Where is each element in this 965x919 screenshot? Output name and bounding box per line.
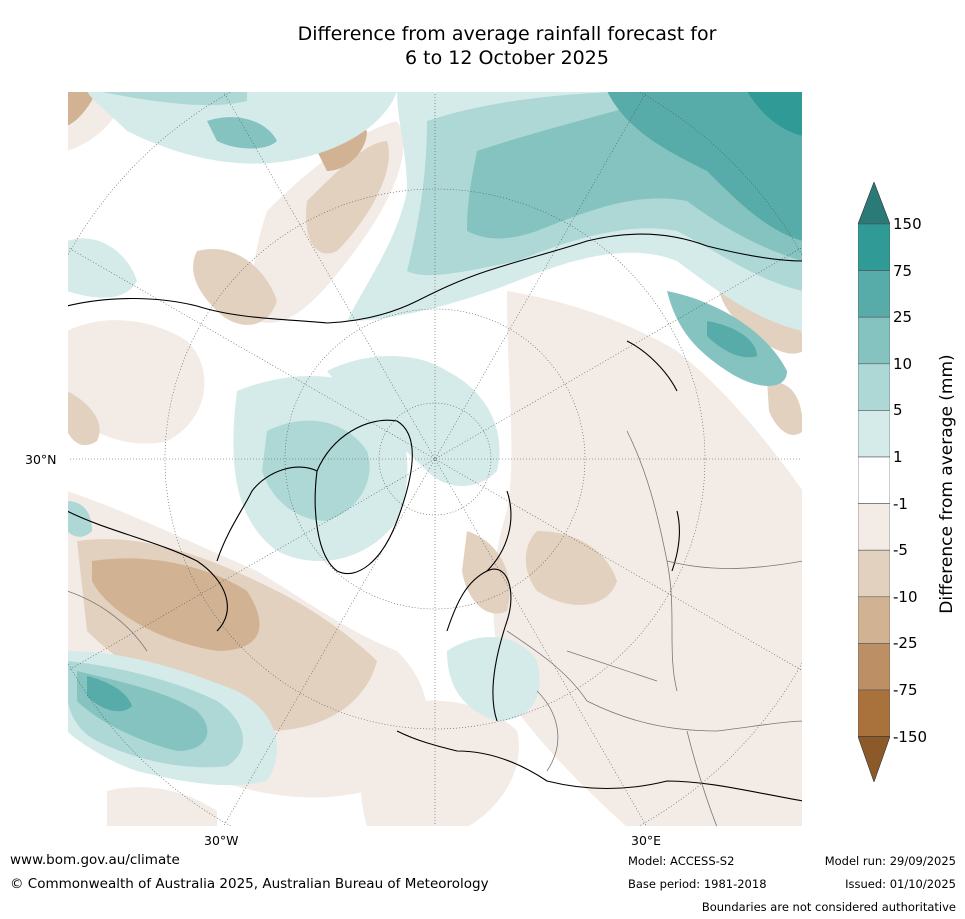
coastlines [67, 233, 803, 802]
title-line-2: 6 to 12 October 2025 [405, 47, 609, 69]
colorbar-bin [858, 410, 890, 458]
colorbar-tick-label: -25 [893, 634, 918, 653]
colorbar-tick-label: -10 [893, 587, 918, 606]
colorbar-over-arrow [858, 182, 890, 225]
colorbar-tick-label: -5 [893, 541, 908, 560]
colorbar-tick-label: 5 [893, 401, 903, 420]
colorbar-bin [858, 689, 890, 737]
country-borders [67, 430, 803, 827]
colorbar-tick-label: -150 [893, 727, 928, 746]
colorbar [858, 182, 890, 782]
colorbar-bin [858, 456, 890, 504]
colorbar-tick-label: 75 [893, 261, 913, 280]
colorbar-under-arrow [858, 736, 890, 782]
title-line-1: Difference from average rainfall forecas… [297, 23, 717, 45]
graticule [67, 91, 803, 827]
colorbar-bin [858, 643, 890, 691]
forecast-map [67, 91, 803, 827]
colorbar-bin [858, 223, 890, 271]
colorbar-bin [858, 596, 890, 644]
lon-label-30w: 30°W [204, 833, 239, 848]
colorbar-bin [858, 363, 890, 411]
map-title: Difference from average rainfall forecas… [0, 22, 965, 70]
colorbar-title: Difference from average (mm) [937, 354, 957, 614]
issued-date: Issued: 01/10/2025 [845, 877, 956, 891]
copyright-text: © Commonwealth of Australia 2025, Austra… [10, 876, 489, 892]
colorbar-tick-label: -75 [893, 681, 918, 699]
colorbar-tick-label: 10 [893, 354, 913, 373]
dry-anomaly-regions [67, 91, 803, 827]
base-period: Base period: 1981-2018 [628, 877, 767, 891]
model-name: Model: ACCESS-S2 [628, 854, 735, 868]
colorbar-tick-label: 25 [893, 308, 913, 327]
colorbar-tick-label: 1 [893, 448, 903, 466]
colorbar-tick-label: 150 [893, 215, 922, 233]
model-run: Model run: 29/09/2025 [824, 854, 956, 868]
colorbar-bin [858, 316, 890, 365]
website-link[interactable]: www.bom.gov.au/climate [10, 852, 180, 868]
colorbar-bin [858, 503, 890, 551]
lat-label-30n: 30°N [25, 452, 57, 467]
lon-label-30e: 30°E [631, 833, 662, 848]
colorbar-bin [858, 270, 890, 318]
colorbar-bin [858, 549, 890, 598]
disclaimer: Boundaries are not considered authoritat… [701, 900, 956, 914]
colorbar-tick-label: -1 [893, 494, 908, 513]
